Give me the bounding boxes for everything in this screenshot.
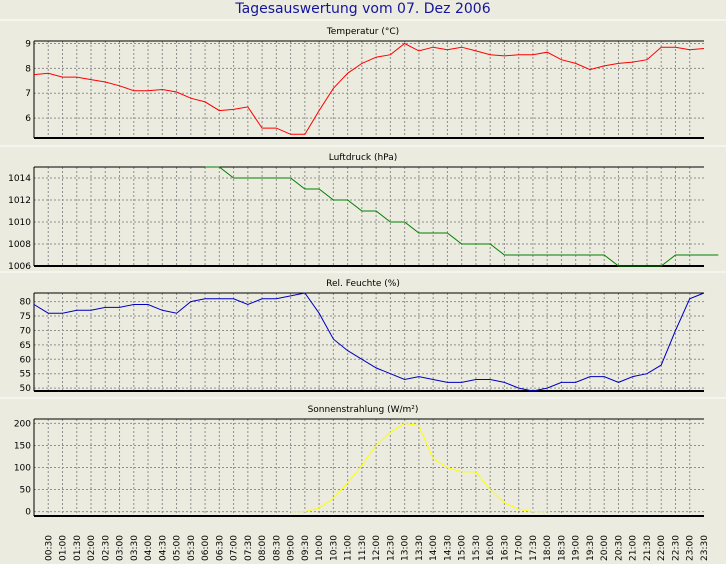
x-tick-label: 14:00 — [429, 535, 439, 561]
x-tick-label: 03:00 — [116, 535, 126, 561]
pressure-y-tick-label: 1010 — [8, 218, 31, 228]
x-tick-label: 16:00 — [486, 535, 496, 561]
x-tick-label: 08:30 — [272, 535, 282, 561]
humidity-y-tick-label: 70 — [20, 326, 32, 336]
x-tick-label: 13:30 — [415, 535, 425, 561]
temperature-chart-title: Temperatur (°C) — [326, 27, 399, 37]
x-tick-label: 18:30 — [557, 535, 567, 561]
x-tick-label: 20:30 — [614, 535, 624, 561]
temperature-y-tick-label: 8 — [25, 64, 31, 74]
humidity-plot-area — [34, 293, 704, 391]
humidity-y-tick-label: 50 — [20, 384, 32, 394]
x-tick-label: 21:00 — [629, 535, 639, 561]
x-tick-label: 09:00 — [287, 535, 297, 561]
x-tick-label: 19:00 — [572, 535, 582, 561]
x-tick-label: 23:30 — [700, 535, 710, 561]
humidity-y-tick-label: 80 — [20, 298, 32, 308]
x-tick-label: 02:00 — [87, 535, 97, 561]
pressure-y-tick-label: 1012 — [8, 196, 31, 206]
x-tick-label: 15:00 — [458, 535, 468, 561]
x-tick-label: 12:00 — [372, 535, 382, 561]
temperature-y-tick-label: 6 — [25, 114, 31, 124]
temperature-series-line — [33, 42, 705, 135]
x-tick-label: 04:30 — [158, 535, 168, 561]
humidity-y-tick-label: 65 — [20, 341, 31, 351]
x-tick-label: 01:30 — [73, 535, 83, 561]
x-tick-label: 07:30 — [244, 535, 254, 561]
x-tick-label: 22:30 — [671, 535, 681, 561]
x-tick-label: 23:00 — [686, 535, 696, 561]
x-tick-label: 11:00 — [344, 535, 354, 561]
x-tick-label: 17:30 — [529, 535, 539, 561]
x-tick-label: 06:00 — [201, 535, 211, 561]
x-tick-label: 01:00 — [59, 535, 69, 561]
radiation-y-tick-label: 0 — [25, 508, 31, 518]
x-tick-label: 21:30 — [643, 535, 653, 561]
humidity-chart-title: Rel. Feuchte (%) — [326, 279, 400, 289]
x-tick-label: 16:30 — [500, 535, 510, 561]
x-tick-label: 07:00 — [230, 535, 240, 561]
page-title: Tagesauswertung vom 07. Dez 2006 — [235, 1, 491, 17]
pressure-series-line — [205, 166, 719, 267]
humidity-series-line — [33, 292, 705, 392]
x-tick-label: 19:30 — [586, 535, 596, 561]
pressure-y-tick-label: 1006 — [8, 262, 31, 272]
x-tick-label: 18:00 — [543, 535, 553, 561]
radiation-chart-title: Sonnenstrahlung (W/m²) — [308, 405, 419, 415]
x-tick-label: 10:00 — [315, 535, 325, 561]
pressure-chart-title: Luftdruck (hPa) — [329, 153, 398, 163]
x-tick-label: 09:30 — [301, 535, 311, 561]
x-tick-label: 05:30 — [187, 535, 197, 561]
radiation-y-tick-label: 200 — [14, 419, 31, 429]
radiation-series-line — [290, 422, 548, 513]
x-tick-label: 15:30 — [472, 535, 482, 561]
pressure-y-tick-label: 1008 — [8, 240, 31, 250]
x-tick-label: 20:00 — [600, 535, 610, 561]
x-tick-label: 08:00 — [258, 535, 268, 561]
x-tick-label: 10:30 — [329, 535, 339, 561]
x-tick-label: 13:00 — [401, 535, 411, 561]
x-tick-label: 02:30 — [101, 535, 111, 561]
x-tick-label: 06:30 — [215, 535, 225, 561]
pressure-plot-area — [34, 167, 704, 266]
x-tick-label: 22:00 — [657, 535, 667, 561]
x-tick-label: 03:30 — [130, 535, 140, 561]
radiation-plot-area — [34, 419, 704, 516]
temperature-plot-area — [34, 41, 704, 138]
x-tick-label: 04:00 — [144, 535, 154, 561]
radiation-y-tick-label: 50 — [20, 486, 32, 496]
pressure-y-tick-label: 1014 — [8, 174, 31, 184]
x-tick-label: 00:30 — [44, 535, 54, 561]
x-tick-label: 11:30 — [358, 535, 368, 561]
humidity-y-tick-label: 60 — [20, 355, 32, 365]
temperature-y-tick-label: 7 — [25, 89, 31, 99]
x-tick-label: 17:00 — [515, 535, 525, 561]
temperature-y-tick-label: 9 — [25, 39, 31, 49]
humidity-y-tick-label: 55 — [20, 370, 31, 380]
radiation-y-tick-label: 150 — [14, 441, 31, 451]
x-tick-label: 12:30 — [386, 535, 396, 561]
radiation-y-tick-label: 100 — [14, 464, 31, 474]
humidity-y-tick-label: 75 — [20, 312, 31, 322]
x-tick-label: 14:30 — [443, 535, 453, 561]
x-tick-label: 05:00 — [173, 535, 183, 561]
